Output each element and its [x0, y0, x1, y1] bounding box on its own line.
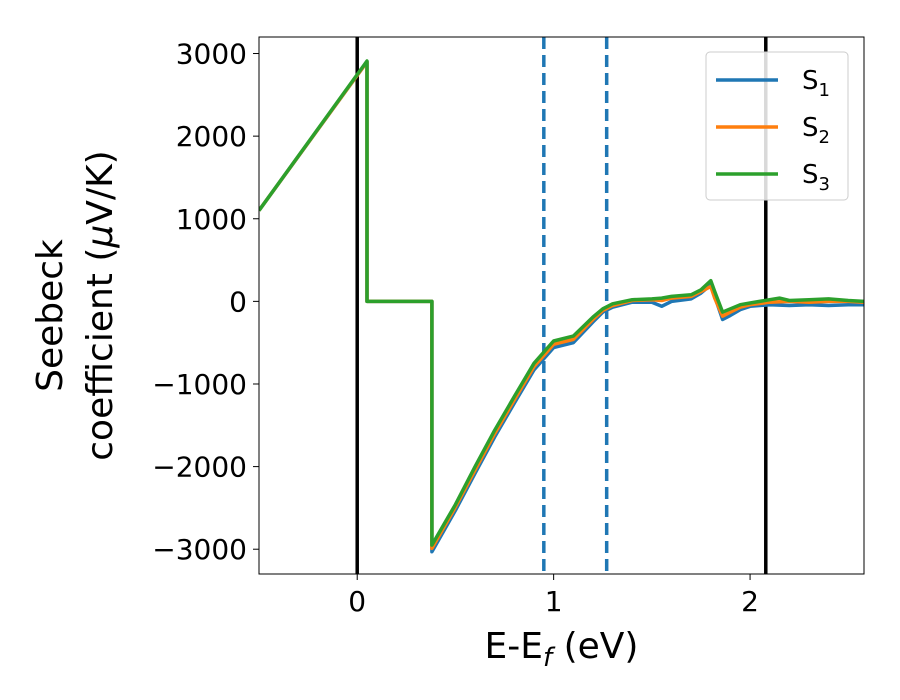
plot-frame	[258, 36, 865, 575]
x-axis-ticks: 0 1 2	[348, 574, 759, 618]
y-tick-label: −3000	[152, 533, 247, 566]
x-axis-label-unit: (eV)	[552, 626, 638, 667]
y-tick-label: 0	[229, 285, 247, 318]
legend-label: S1	[802, 66, 830, 101]
y-tick-label: 2000	[176, 120, 247, 153]
y-tick-label: 1000	[176, 203, 247, 236]
x-tick-label: 2	[741, 585, 759, 618]
y-axis-label-post: V/K)	[80, 150, 121, 224]
y-axis-label-line2: coefficient (μV/K)	[80, 150, 121, 460]
y-axis-label-mu: μ	[80, 225, 121, 249]
legend-label: S3	[802, 160, 830, 195]
legend: S1 S2 S3	[705, 51, 849, 201]
y-axis-label-pre: coefficient (	[80, 248, 121, 461]
x-axis-label-main: E-E	[485, 626, 543, 667]
reference-lines	[355, 37, 768, 574]
x-tick-label: 1	[545, 585, 563, 618]
y-axis-label-line1: Seebeck	[30, 239, 71, 392]
y-tick-label: −2000	[152, 451, 247, 484]
x-axis-label: E-Ef (eV)	[485, 626, 639, 673]
series-line-s3	[259, 59, 864, 547]
y-tick-label: 3000	[176, 38, 247, 71]
series-lines	[259, 59, 864, 554]
x-tick-label: 0	[348, 585, 366, 618]
legend-label: S2	[802, 113, 830, 148]
y-axis-ticks: 3000 2000 1000 0 −1000 −2000 −3000	[152, 38, 259, 566]
y-axis-label: Seebeck coefficient (μV/K)	[30, 150, 121, 460]
y-tick-label: −1000	[152, 368, 247, 401]
